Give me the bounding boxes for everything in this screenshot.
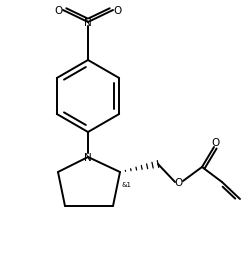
Text: O: O [211, 137, 219, 147]
Text: N: N [84, 152, 92, 162]
Text: O: O [174, 177, 182, 187]
Text: O: O [54, 6, 62, 16]
Text: N: N [84, 18, 92, 28]
Text: &1: &1 [122, 181, 132, 187]
Text: O: O [114, 6, 122, 16]
